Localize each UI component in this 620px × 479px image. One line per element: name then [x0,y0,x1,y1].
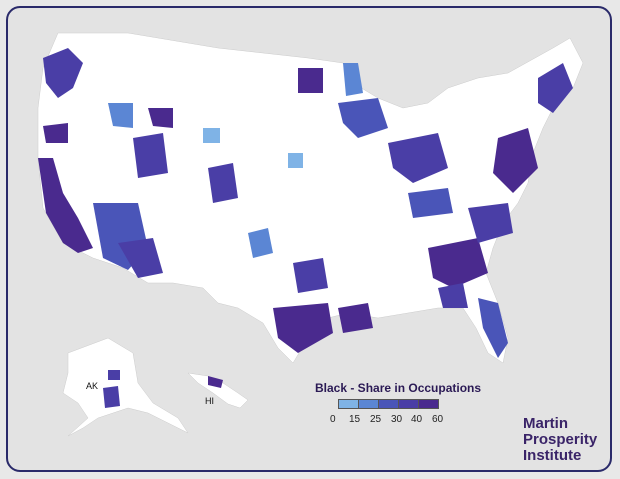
region-pacific-nw [43,48,83,98]
legend-title: Black - Share in Occupations [315,381,482,395]
legend-tick: 0 [330,414,336,425]
region-mid-atlantic [493,128,538,193]
legend-tick: 15 [349,414,361,425]
alaska-land [62,337,189,437]
region-carolinas [468,203,513,243]
region-minnesota [343,63,363,96]
region-alaska-metro [103,386,120,408]
legend-swatch-25-30 [378,399,399,409]
region-florida [478,298,508,358]
hawaii-label: HI [205,396,214,406]
brand-line-2: Prosperity [523,431,598,448]
region-west-coast [38,158,93,253]
region-wyoming [203,128,220,143]
region-hawaii-metro [208,376,223,388]
region-nebraska [288,153,303,168]
region-northeast [538,63,573,113]
metro-regions [38,48,573,408]
legend-swatch-15-25 [358,399,379,409]
brand-line-3: Institute [523,447,582,464]
legend-swatch-30-40 [398,399,419,409]
region-louisiana [338,303,373,333]
region-texas [273,303,333,353]
region-colorado [208,163,238,203]
us-map [37,32,584,437]
region-georgia [438,283,468,308]
region-idaho [108,103,133,128]
region-arizona [118,238,163,278]
region-southeast [428,238,488,288]
region-montana [148,108,173,128]
legend-swatch-0-15 [338,399,359,409]
legend-swatch-40-60 [418,399,439,409]
martin-prosperity-logo: Martin Prosperity Institute [523,416,597,464]
legend-ticks: 0 15 25 30 40 60 [326,414,486,428]
region-great-lakes [338,98,388,138]
region-oklahoma [293,258,328,293]
brand-line-1: Martin [523,415,568,432]
legend-tick: 25 [370,414,382,425]
region-alaska-north [108,370,120,380]
legend-tick: 40 [411,414,423,425]
region-utah [133,133,168,178]
legend-tick: 60 [432,414,444,425]
region-kentucky [408,188,453,218]
alaska-label: AK [86,381,99,391]
map-frame: AK HI Black - Share in Occupations 0 15 … [6,6,612,472]
region-dakota [298,68,323,93]
region-oregon [43,123,68,143]
region-plains [248,228,273,258]
region-midwest [388,133,448,183]
legend-tick: 30 [391,414,403,425]
legend-swatches [338,399,439,409]
hawaii-land [187,372,249,409]
